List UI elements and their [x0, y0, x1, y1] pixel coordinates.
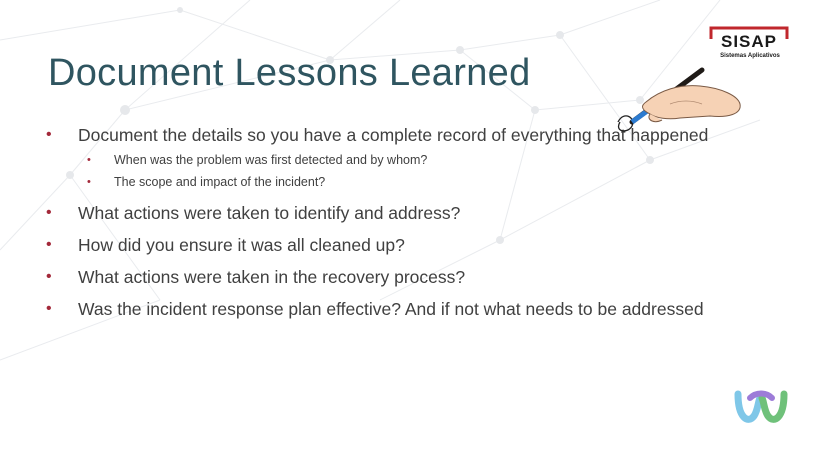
webex-logo-icon — [734, 390, 788, 423]
bullet-item: How did you ensure it was all cleaned up… — [46, 234, 786, 256]
sisap-logo: SISAP Sistemas Aplicativos — [709, 26, 789, 59]
hand-with-pen-icon — [617, 67, 741, 132]
bullet-item: Document the details so you have a compl… — [46, 124, 786, 193]
bullet-item: What actions were taken to identify and … — [46, 202, 786, 224]
sub-bullet-list: When was the problem was first detected … — [78, 149, 786, 193]
bullet-text: Document the details so you have a compl… — [78, 125, 709, 145]
slide-title: Document Lessons Learned — [48, 52, 531, 94]
sub-bullet-item: The scope and impact of the incident? — [78, 171, 786, 193]
bullet-list: Document the details so you have a compl… — [46, 124, 786, 320]
svg-text:SISAP: SISAP — [721, 32, 777, 51]
bullet-item: Was the incident response plan effective… — [46, 298, 786, 320]
sub-bullet-item: When was the problem was first detected … — [78, 149, 786, 171]
bullet-item: What actions were taken in the recovery … — [46, 266, 786, 288]
svg-text:Sistemas Aplicativos: Sistemas Aplicativos — [720, 53, 780, 59]
